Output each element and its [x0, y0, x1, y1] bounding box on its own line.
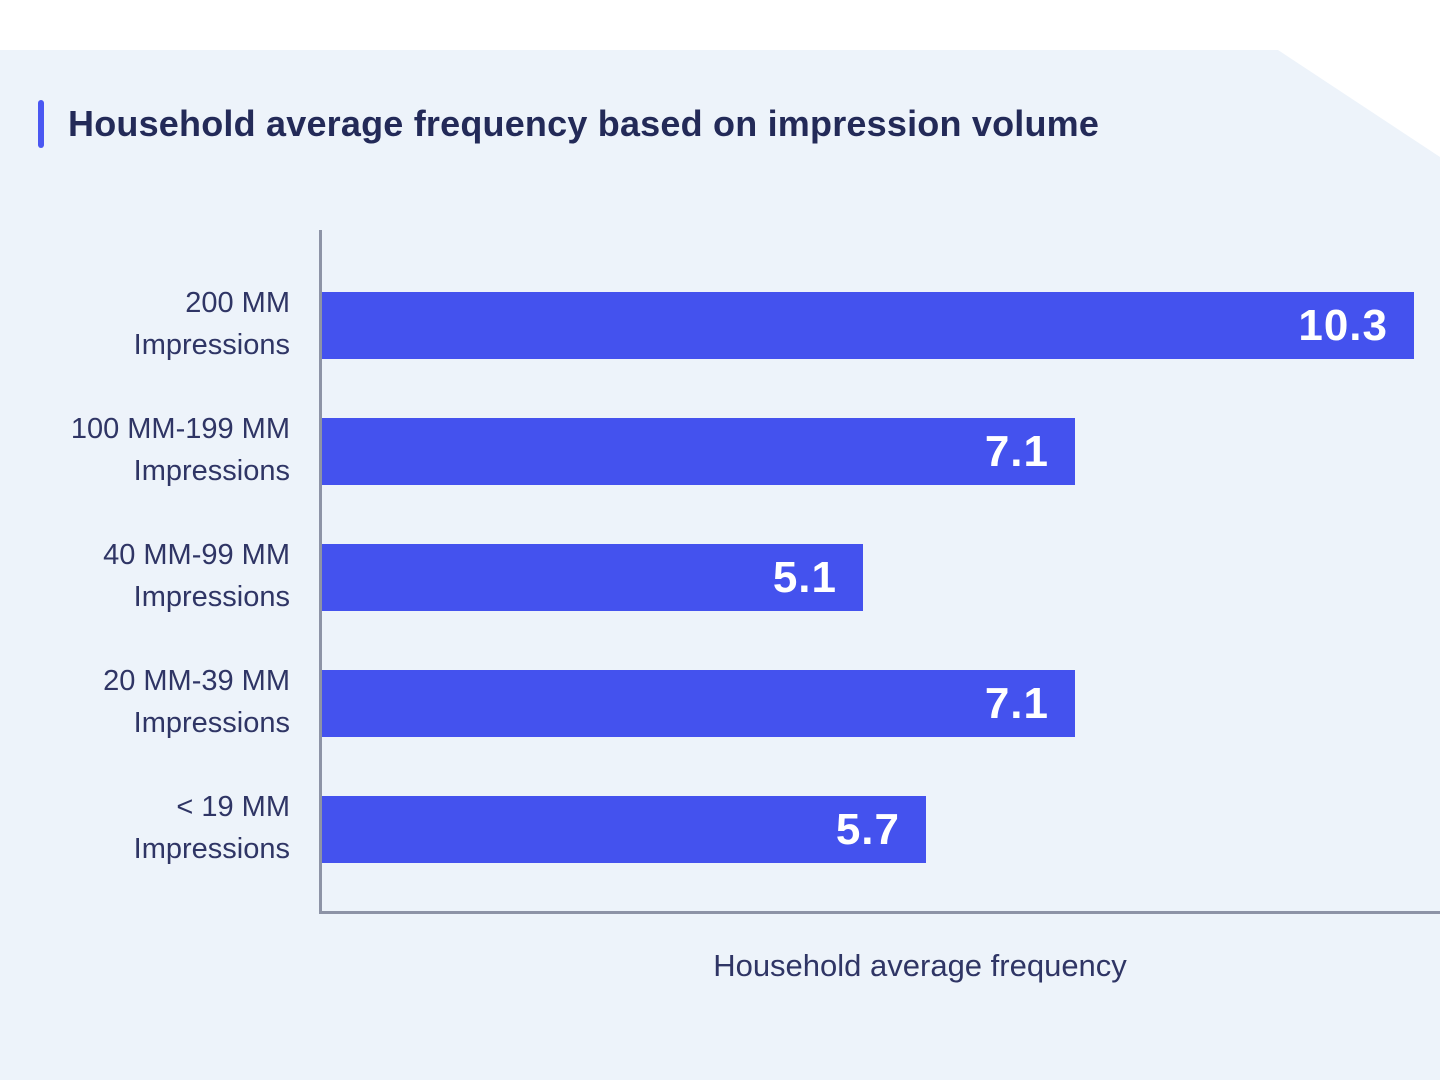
bar-value-label: 10.3 [1298, 300, 1388, 350]
category-label-line: Impressions [133, 707, 290, 739]
category-label: 200 MM Impressions [30, 282, 290, 366]
bar-4: 5.7 [322, 796, 926, 863]
bar-row: 5.7 [322, 796, 926, 863]
bar-row: 10.3 [322, 292, 1414, 359]
bar-0: 10.3 [322, 292, 1414, 359]
category-label-line: 20 MM-39 MM [103, 665, 290, 697]
category-label-line: Impressions [133, 581, 290, 613]
category-label: < 19 MM Impressions [30, 786, 290, 870]
bar-value-label: 5.1 [772, 552, 837, 602]
category-label-line: Impressions [133, 455, 290, 487]
title-accent-bar [38, 100, 44, 148]
category-label: 100 MM-199 MM Impressions [30, 408, 290, 492]
category-label: 20 MM-39 MM Impressions [30, 660, 290, 744]
category-label-line: Impressions [133, 833, 290, 865]
category-label-line: 200 MM [185, 287, 290, 319]
bar-1: 7.1 [322, 418, 1075, 485]
category-label-line: Impressions [133, 329, 290, 361]
bar-row: 7.1 [322, 670, 1075, 737]
bar-3: 7.1 [322, 670, 1075, 737]
bar-value-label: 7.1 [984, 678, 1049, 728]
category-label-line: 40 MM-99 MM [103, 539, 290, 571]
x-axis-line [319, 911, 1440, 914]
chart-title: Household average frequency based on imp… [68, 103, 1100, 144]
category-label-line: 100 MM-199 MM [70, 413, 290, 445]
plot-area: 10.3 7.1 5.1 7.1 5.7 [322, 230, 1440, 913]
x-axis-label: Household average frequency [713, 948, 1127, 983]
bar-value-label: 7.1 [984, 426, 1049, 476]
bar-row: 5.1 [322, 544, 863, 611]
title-row: Household average frequency based on imp… [38, 100, 1099, 148]
bar-value-label: 5.7 [835, 804, 900, 854]
category-label-line: < 19 MM [176, 791, 290, 823]
bar-2: 5.1 [322, 544, 863, 611]
bar-row: 7.1 [322, 418, 1075, 485]
category-label: 40 MM-99 MM Impressions [30, 534, 290, 618]
y-axis-line [319, 230, 322, 913]
